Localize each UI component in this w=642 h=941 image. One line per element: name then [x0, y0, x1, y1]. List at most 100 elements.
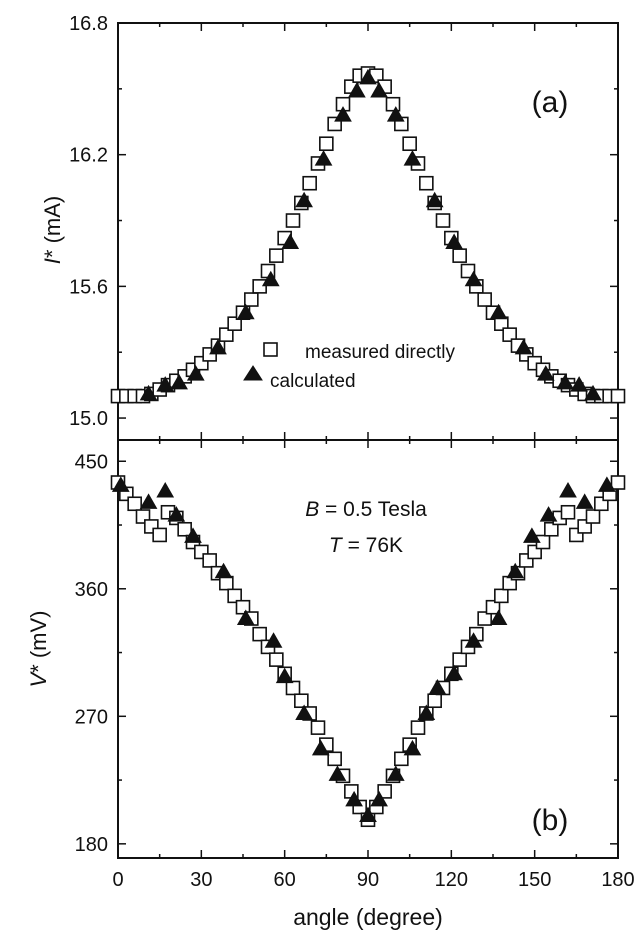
- measured-point: [419, 175, 434, 191]
- calculated-point: [334, 106, 352, 122]
- x-tick-label: 60: [274, 869, 296, 891]
- calculated-point: [403, 739, 422, 756]
- calculated-point: [186, 365, 205, 381]
- calculated-point: [598, 476, 616, 492]
- y-tick-label: 16.2: [69, 145, 108, 167]
- legend-label-calculated: calculated: [270, 371, 356, 392]
- calculated-point: [295, 704, 313, 720]
- calculated-point: [111, 476, 130, 492]
- measured-point: [610, 475, 626, 490]
- y-label-unit: * (mV): [26, 610, 51, 672]
- measured-point: [610, 388, 626, 404]
- calculated-point: [403, 150, 422, 166]
- panel-b-ticks: 180 270 360 450 0 30 60 90 120 150 180: [75, 440, 635, 891]
- measured-point: [385, 96, 401, 112]
- calculated-point: [295, 191, 313, 208]
- measured-point: [219, 327, 234, 342]
- measured-point: [152, 527, 167, 543]
- calculated-point: [236, 609, 255, 626]
- calculated-point: [514, 338, 533, 355]
- calculated-point: [264, 632, 283, 648]
- calculated-point: [281, 233, 300, 249]
- measured-point: [227, 588, 242, 604]
- calculated-point: [167, 506, 186, 522]
- calculated-point: [359, 806, 377, 822]
- measured-point: [402, 136, 417, 152]
- calculated-point: [575, 493, 594, 509]
- measured-point: [310, 720, 326, 735]
- legend-label-measured: measured directly: [305, 342, 455, 363]
- legend: measured directly calculated: [243, 342, 455, 392]
- x-tick-label: 180: [601, 869, 634, 891]
- field-value: = 0.5 Tesla: [319, 498, 427, 521]
- calculated-point: [445, 664, 463, 681]
- calculated-point: [464, 270, 483, 287]
- panel-b-data-points: [110, 475, 626, 828]
- measured-point: [477, 611, 492, 626]
- calculated-point: [359, 68, 377, 85]
- calculated-point: [370, 790, 388, 807]
- calculated-point: [214, 562, 233, 579]
- x-tick-label: 0: [112, 869, 123, 891]
- calculated-point: [314, 150, 333, 166]
- measured-point: [394, 751, 409, 767]
- measured-point: [435, 213, 451, 228]
- calculated-point: [464, 632, 483, 648]
- measured-point: [227, 316, 242, 331]
- panel-a-y-ticks: 15.0 15.6 16.2 16.8: [69, 13, 619, 440]
- panel-b-label: (b): [532, 804, 569, 837]
- y-tick-label: 360: [75, 579, 108, 601]
- calculated-point: [386, 106, 405, 122]
- y-tick-label: 15.0: [69, 408, 108, 430]
- calculated-point: [311, 739, 330, 756]
- measured-point: [585, 509, 601, 524]
- measured-point: [285, 680, 301, 696]
- measured-point: [269, 248, 284, 263]
- calculated-point: [184, 527, 202, 543]
- panel-a-data-points: [110, 66, 626, 404]
- calculated-point: [489, 303, 508, 320]
- panel-b: 180 270 360 450 0 30 60 90 120 150 180 (b) B = 0.5…: [26, 439, 635, 930]
- measured-point: [452, 248, 467, 263]
- calculated-point: [445, 233, 463, 249]
- measured-point: [294, 693, 309, 709]
- y-tick-label: 180: [75, 834, 108, 856]
- calculated-point: [261, 270, 280, 287]
- calculated-point: [345, 790, 363, 807]
- calculated-point: [417, 704, 436, 720]
- measured-point: [252, 626, 267, 642]
- measured-point: [302, 175, 317, 191]
- calculated-point: [386, 765, 405, 781]
- measured-point: [460, 263, 476, 279]
- calculated-point: [275, 667, 294, 684]
- measured-point: [327, 751, 342, 767]
- calculated-point: [584, 384, 602, 401]
- calculated-point: [236, 303, 255, 320]
- y-label-unit: * (mA): [40, 196, 65, 258]
- measured-point: [177, 521, 192, 537]
- x-tick-label: 30: [190, 869, 212, 891]
- measured-point: [544, 521, 559, 537]
- y-tick-label: 15.6: [69, 276, 108, 298]
- calculated-point: [370, 82, 388, 98]
- calculated-point: [348, 82, 366, 98]
- panel-a-y-axis-label: I* (mA): [40, 196, 65, 264]
- calculated-point: [156, 482, 175, 498]
- measured-point: [377, 784, 392, 799]
- measured-point: [485, 599, 501, 615]
- temperature-symbol: T: [329, 534, 344, 557]
- legend-marker-calculated: [243, 365, 263, 381]
- calculated-point: [559, 482, 577, 498]
- y-tick-label: 16.8: [69, 13, 108, 35]
- x-tick-label: 120: [435, 869, 468, 891]
- y-tick-label: 270: [75, 706, 108, 728]
- legend-marker-measured: [263, 342, 278, 357]
- panel-a: 15.0 15.6 16.2 16.8 (a) I* (mA) measured di…: [40, 13, 626, 441]
- measured-point: [477, 292, 492, 307]
- calculated-point: [156, 376, 175, 392]
- calculated-point: [539, 506, 558, 522]
- calculated-point: [506, 562, 525, 579]
- measured-point: [202, 553, 217, 568]
